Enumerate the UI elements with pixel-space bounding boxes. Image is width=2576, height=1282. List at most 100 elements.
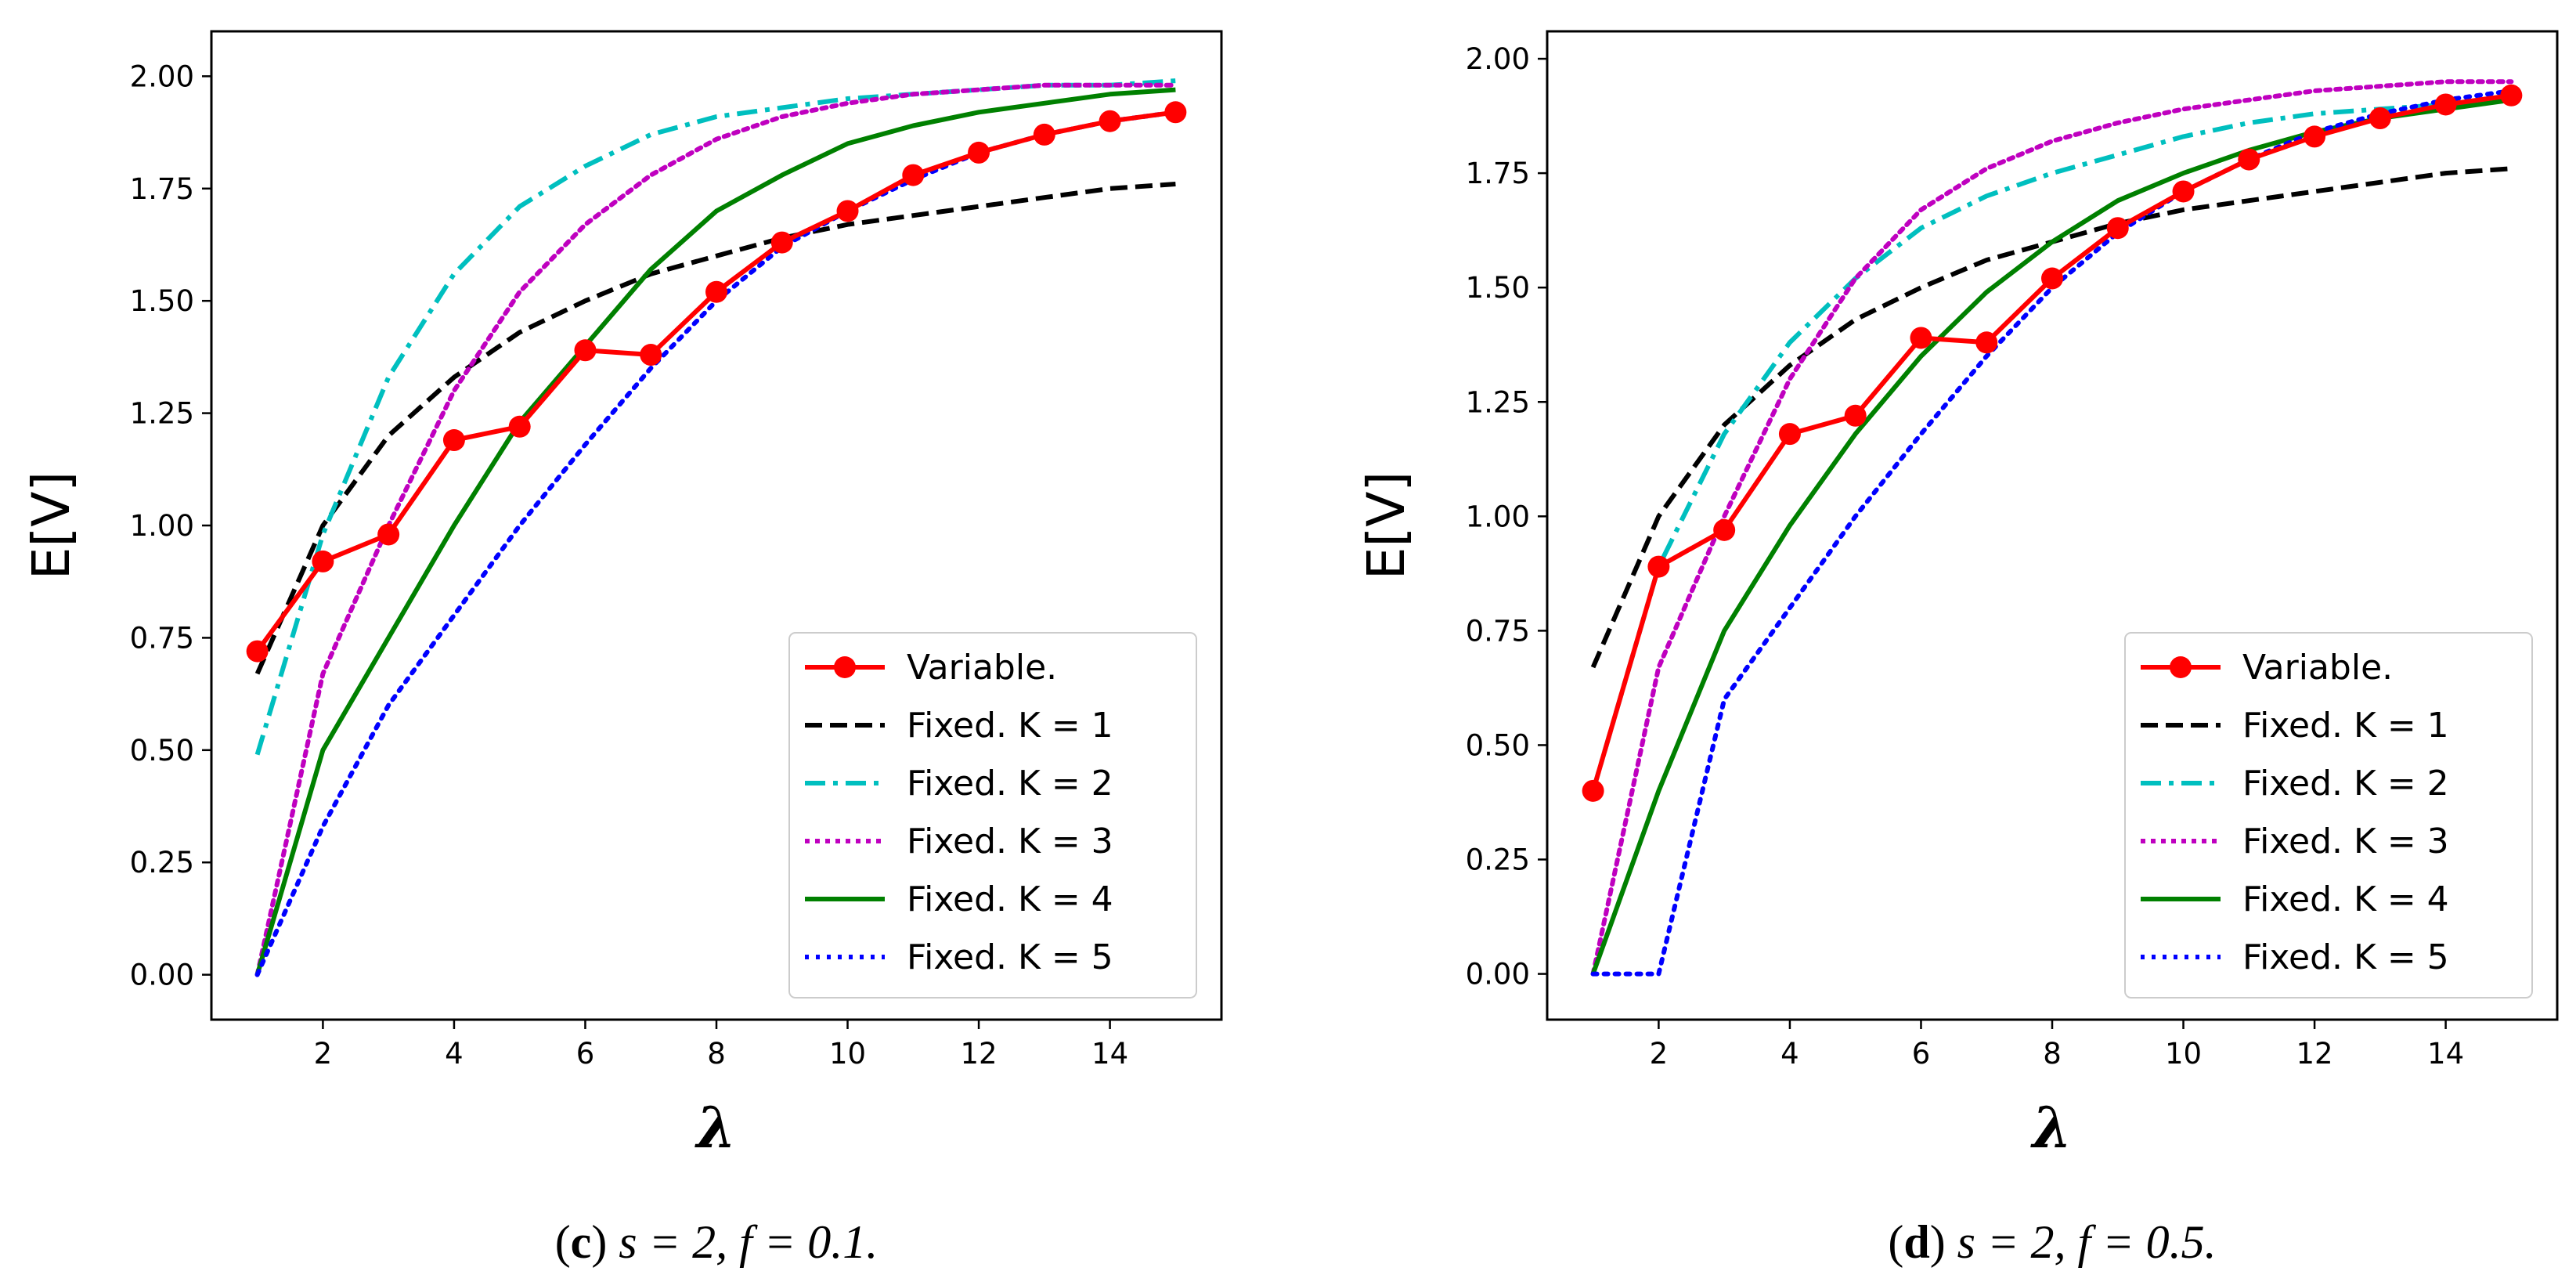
y-tick-label: 0.25 xyxy=(1466,843,1530,877)
data-point xyxy=(2041,267,2063,290)
x-tick-label: 14 xyxy=(2427,1037,2464,1071)
series-line-1 xyxy=(254,182,1176,675)
legend-label: Fixed. K = 4 xyxy=(2242,879,2449,919)
legend-marker xyxy=(834,656,856,678)
legend-box xyxy=(2124,632,2533,999)
y-tick-label: 1.25 xyxy=(130,397,194,431)
chart-panel-d: 2 4 6 8 10 12 14 0.00 0.25 0.50 0.75 1.00 1.25 1.50 1.… xyxy=(1356,30,2559,1268)
x-tick-label: 4 xyxy=(1780,1037,1799,1071)
legend-marker xyxy=(2170,656,2192,678)
y-tick-label: 0.75 xyxy=(1466,614,1530,648)
series-line-3 xyxy=(1590,79,2514,977)
y-tick-label: 2.00 xyxy=(130,60,194,93)
data-point xyxy=(2369,107,2391,130)
legend-label: Fixed. K = 2 xyxy=(2242,764,2449,804)
caption-close-paren: ) xyxy=(1930,1216,1957,1268)
x-tick-label: 12 xyxy=(2296,1037,2333,1071)
y-tick-label: 0.00 xyxy=(130,959,194,992)
data-point xyxy=(1164,101,1187,124)
data-point xyxy=(246,640,269,663)
series-group xyxy=(246,78,1187,977)
caption-letter: c xyxy=(571,1216,592,1268)
legend-label: Variable. xyxy=(2242,648,2393,688)
y-axis-label: E[V] xyxy=(1356,471,1416,580)
data-point xyxy=(1975,331,1998,354)
x-tick-label: 8 xyxy=(707,1037,726,1071)
y-tick-label: 0.00 xyxy=(1466,958,1530,991)
legend: Variable. Fixed. K = 1 Fixed. K = 2 Fixed. … xyxy=(788,632,1197,999)
x-tick-label: 4 xyxy=(445,1037,464,1071)
legend-label: Fixed. K = 5 xyxy=(2242,937,2449,977)
y-tick-label: 0.50 xyxy=(1466,728,1530,762)
data-point xyxy=(902,164,925,186)
data-point xyxy=(2172,180,2195,203)
y-tick-label: 0.25 xyxy=(130,846,194,879)
data-point xyxy=(836,200,859,222)
x-axis-label: λ xyxy=(695,1094,736,1161)
data-point xyxy=(1099,110,1121,132)
y-tick-label: 1.00 xyxy=(1466,500,1530,533)
data-point xyxy=(1713,518,1736,541)
series-line-0 xyxy=(255,110,1176,653)
y-tick-label: 1.50 xyxy=(130,284,194,318)
chart-panel-c: 2 4 6 8 10 12 14 0.00 0.25 0.50 0.75 1.00 1.25 1.50 1.… xyxy=(21,30,1223,1268)
x-tick-label: 8 xyxy=(2043,1037,2062,1071)
y-tick-label: 2.00 xyxy=(1466,42,1530,76)
x-tick-label: 6 xyxy=(1912,1037,1931,1071)
data-point xyxy=(705,280,727,303)
legend: Variable. Fixed. K = 1 Fixed. K = 2 Fixed. … xyxy=(2124,632,2533,999)
legend-label: Fixed. K = 1 xyxy=(2242,706,2449,746)
x-tick-label: 14 xyxy=(1091,1037,1128,1071)
y-tick-label: 1.00 xyxy=(130,509,194,543)
series-line-4 xyxy=(254,87,1176,976)
x-tick-label: 12 xyxy=(961,1037,998,1071)
caption: (d) s = 2, f = 0.5. xyxy=(1888,1216,2216,1268)
x-tick-label: 2 xyxy=(314,1037,333,1071)
caption-open-paren: ( xyxy=(555,1216,571,1268)
legend-label: Fixed. K = 5 xyxy=(907,937,1113,977)
x-axis-label: λ xyxy=(2030,1094,2072,1161)
data-point xyxy=(2106,217,2129,240)
data-point xyxy=(1033,123,1055,146)
x-tick-label: 6 xyxy=(576,1037,595,1071)
caption-text: s = 2, f = 0.5. xyxy=(1957,1216,2217,1268)
data-point xyxy=(2500,84,2523,107)
data-point xyxy=(574,339,597,362)
series-line-3 xyxy=(254,82,1178,977)
y-tick-label: 1.50 xyxy=(1466,271,1530,305)
legend-box xyxy=(788,632,1197,999)
data-point xyxy=(1647,555,1670,578)
x-tick-label: 10 xyxy=(829,1037,866,1071)
caption-open-paren: ( xyxy=(1888,1216,1903,1268)
data-point xyxy=(442,429,465,452)
legend-label: Fixed. K = 1 xyxy=(907,706,1113,746)
caption-text: s = 2, f = 0.1. xyxy=(619,1216,878,1268)
data-point xyxy=(1582,779,1604,802)
data-point xyxy=(2434,93,2457,116)
x-tick-label: 10 xyxy=(2165,1037,2202,1071)
data-point xyxy=(1778,423,1801,446)
caption: (c) s = 2, f = 0.1. xyxy=(555,1216,879,1268)
y-tick-label: 0.50 xyxy=(130,734,194,767)
y-tick-label: 1.25 xyxy=(1466,385,1530,419)
data-point xyxy=(312,550,334,572)
series-group xyxy=(1582,79,2523,977)
data-point xyxy=(1844,404,1867,427)
y-tick-label: 1.75 xyxy=(130,172,194,206)
data-point xyxy=(508,415,531,438)
legend-label: Fixed. K = 3 xyxy=(907,822,1113,861)
caption-close-paren: ) xyxy=(591,1216,619,1268)
data-point xyxy=(968,141,990,164)
y-tick-label: 0.75 xyxy=(130,621,194,655)
y-tick-label: 1.75 xyxy=(1466,157,1530,190)
legend-label: Fixed. K = 3 xyxy=(2242,822,2449,861)
data-point xyxy=(640,344,662,367)
series-line-2 xyxy=(1590,97,2512,792)
x-tick-label: 2 xyxy=(1650,1037,1669,1071)
y-axis-label: E[V] xyxy=(21,471,81,580)
legend-label: Fixed. K = 4 xyxy=(907,879,1113,919)
data-point xyxy=(2304,125,2326,148)
legend-label: Fixed. K = 2 xyxy=(907,764,1113,804)
data-point xyxy=(770,231,793,254)
